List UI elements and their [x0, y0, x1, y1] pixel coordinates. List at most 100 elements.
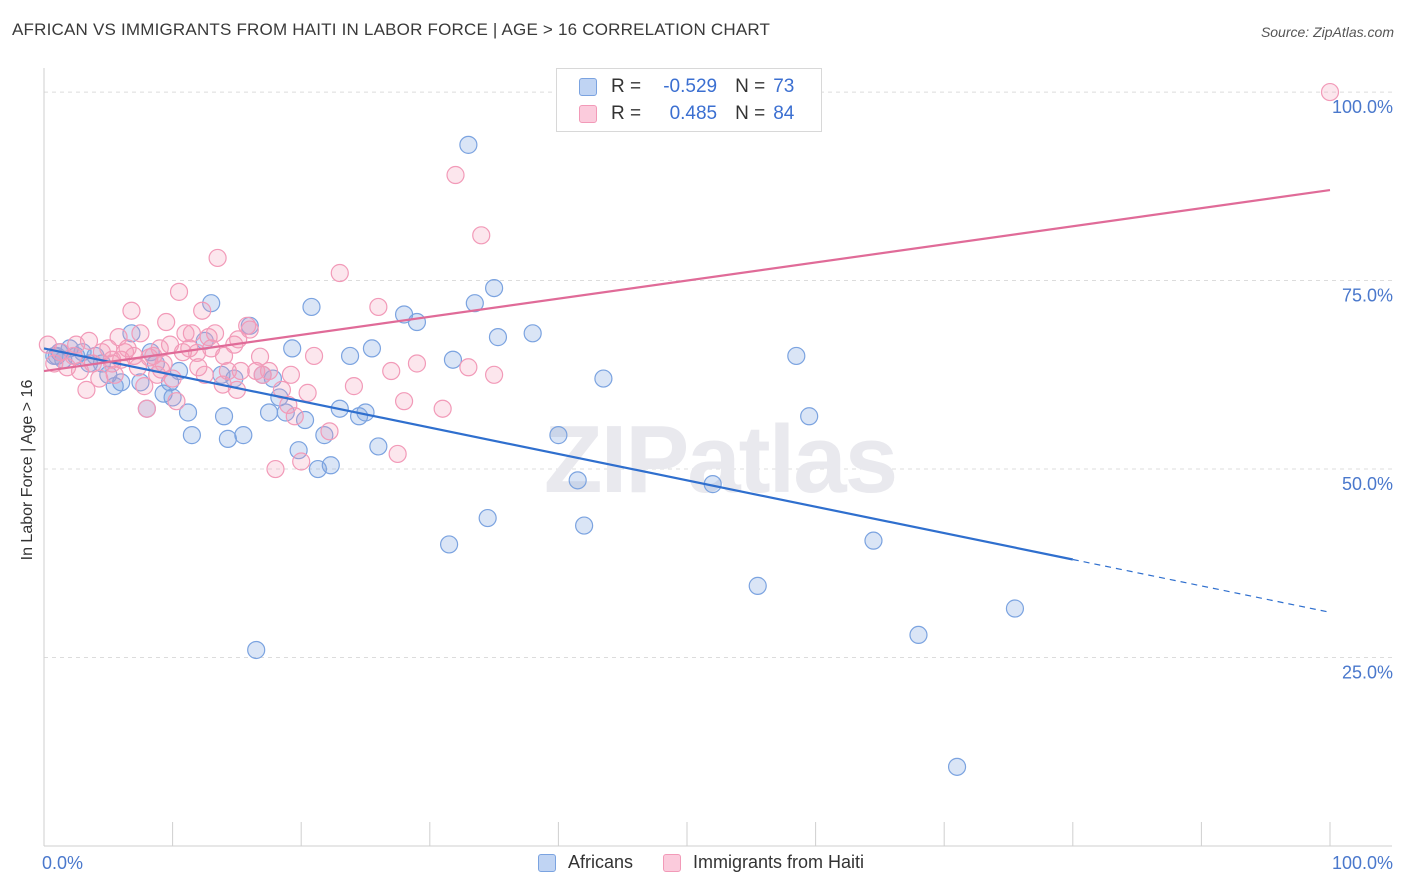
africans-point [340, 346, 360, 366]
haiti-point [298, 383, 317, 402]
haiti-point [105, 365, 124, 384]
africans-point [302, 297, 321, 317]
haiti-point [446, 165, 465, 185]
africans-trend-extension [1072, 558, 1331, 613]
haiti-point [304, 346, 324, 366]
haiti-point [90, 369, 109, 388]
haiti-point [292, 452, 311, 471]
africans-point [748, 576, 767, 595]
haiti-point [394, 392, 414, 411]
haiti-point [433, 399, 452, 418]
haiti-point [208, 248, 227, 268]
haiti-point [240, 320, 259, 339]
haiti-point [272, 380, 292, 399]
haiti-n-value: 84 [773, 103, 795, 124]
haiti-point [157, 312, 176, 332]
africans-point [787, 346, 806, 366]
haiti-point [485, 365, 504, 384]
africans-point [214, 407, 234, 426]
haiti-point [214, 346, 234, 366]
haiti-point [218, 361, 237, 381]
africans-legend-label: Africans [568, 852, 634, 872]
y-tick-label: 100.0% [1332, 97, 1393, 117]
haiti-point [150, 339, 169, 358]
haiti-points [38, 82, 1340, 479]
haiti-r-value: 0.485 [669, 103, 718, 124]
haiti-point [250, 347, 270, 366]
haiti-point [279, 395, 298, 415]
africans-point [247, 640, 266, 660]
y-tick-labels: 25.0% 50.0% 75.0% 100.0% [1332, 97, 1393, 682]
africans-point [1005, 599, 1025, 618]
africans-point [478, 508, 497, 528]
haiti-point [266, 459, 285, 479]
haiti-point [124, 346, 144, 366]
africans-r-value: -0.529 [663, 76, 718, 97]
africans-point [283, 339, 302, 358]
haiti-point [122, 301, 141, 320]
r-label: R = [611, 103, 642, 124]
y-tick-label: 50.0% [1342, 474, 1393, 494]
haiti-point [459, 358, 478, 377]
stats-legend: R = -0.529 N = 73 R = 0.485 N = 84 [556, 68, 822, 132]
y-tick-label: 25.0% [1342, 663, 1393, 683]
africans-point [218, 429, 237, 448]
source-credit: Source: ZipAtlas.com [1260, 24, 1394, 40]
haiti-point [281, 365, 301, 384]
africans-point [289, 441, 308, 460]
haiti-swatch [579, 105, 597, 123]
trend-lines [43, 188, 1331, 613]
haiti-point [388, 444, 407, 464]
axes [43, 68, 1392, 847]
africans-point [362, 339, 382, 358]
x-tick-label: 100.0% [1332, 853, 1393, 873]
africans-legend-swatch [538, 853, 556, 872]
gridlines [44, 91, 1392, 659]
africans-point [485, 278, 504, 298]
haiti-point [167, 392, 186, 411]
africans-point [465, 294, 484, 313]
n-label: N = [735, 103, 766, 124]
haiti-point [118, 339, 137, 358]
haiti-point [131, 324, 150, 343]
haiti-point [472, 226, 491, 245]
haiti-point [137, 399, 156, 418]
legend-item-haiti: Immigrants from Haiti [663, 852, 864, 873]
legend-row-haiti: R = 0.485 N = 84 [579, 102, 794, 126]
bottom-legend: Africans Immigrants from Haiti [538, 852, 894, 873]
haiti-point [344, 377, 364, 396]
africans-point [947, 757, 967, 776]
africans-point [523, 324, 542, 343]
chart-title: AFRICAN VS IMMIGRANTS FROM HAITI IN LABO… [12, 20, 771, 39]
haiti-point [189, 358, 208, 377]
n-label: N = [735, 76, 766, 97]
africans-point [575, 516, 594, 535]
haiti-point [285, 407, 304, 426]
y-tick-label: 75.0% [1342, 286, 1393, 306]
haiti-point [135, 377, 154, 396]
africans-point [439, 535, 459, 554]
africans-point [369, 437, 388, 456]
africans-point [234, 426, 253, 445]
africans-trend-line [43, 347, 1074, 561]
haiti-point [193, 301, 212, 320]
africans-point [488, 328, 508, 347]
watermark: ZIPatlas [544, 406, 896, 513]
haiti-point [176, 324, 195, 343]
r-label: R = [611, 76, 642, 97]
africans-point [259, 403, 279, 422]
haiti-point [320, 422, 339, 441]
africans-point [321, 456, 340, 475]
haiti-point [330, 263, 349, 283]
haiti-point [169, 282, 189, 301]
africans-point [407, 312, 427, 332]
africans-point [864, 531, 883, 550]
africans-point [909, 625, 928, 645]
haiti-legend-swatch [663, 853, 682, 872]
haiti-trend-line [43, 188, 1331, 373]
africans-point [568, 471, 587, 490]
haiti-point [382, 361, 401, 381]
haiti-point [182, 324, 201, 343]
haiti-legend-label: Immigrants from Haiti [693, 852, 865, 872]
